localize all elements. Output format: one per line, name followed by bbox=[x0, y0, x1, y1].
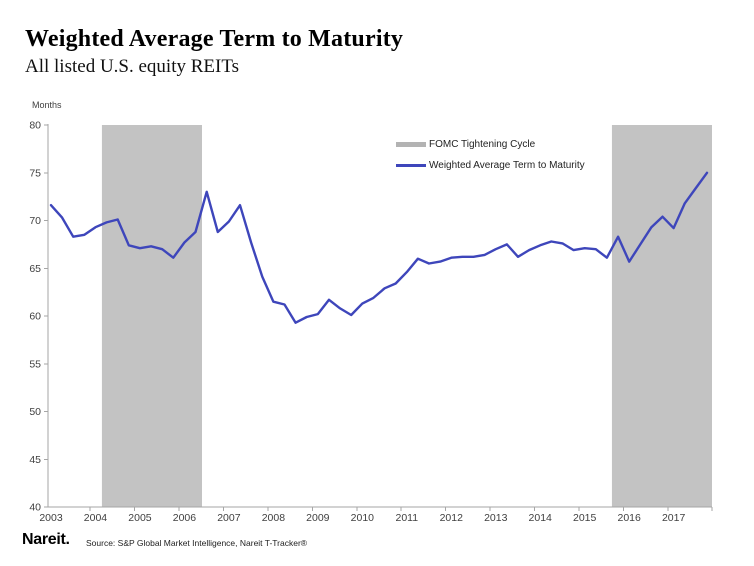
y-tick-label: 40 bbox=[29, 502, 41, 514]
nareit-logo: Nareit. bbox=[22, 531, 70, 548]
x-tick-label: 2017 bbox=[662, 512, 686, 524]
x-tick-label: 2014 bbox=[529, 512, 553, 524]
y-tick-label: 45 bbox=[29, 454, 41, 466]
x-tick-label: 2006 bbox=[173, 512, 197, 524]
x-tick-label: 2005 bbox=[128, 512, 152, 524]
legend-label-wat-maturity: Weighted Average Term to Maturity bbox=[429, 160, 585, 171]
y-tick-label: 50 bbox=[29, 406, 41, 418]
y-tick-label: 80 bbox=[29, 120, 41, 132]
x-tick-label: 2008 bbox=[262, 512, 286, 524]
x-tick-label: 2015 bbox=[573, 512, 597, 524]
legend-item-fomc-cycle: FOMC Tightening Cycle bbox=[396, 139, 585, 150]
y-axis-unit-label: Months bbox=[32, 100, 62, 110]
x-tick-label: 2012 bbox=[440, 512, 464, 524]
legend-label-fomc: FOMC Tightening Cycle bbox=[429, 139, 536, 150]
x-tick-label: 2007 bbox=[217, 512, 241, 524]
x-tick-label: 2011 bbox=[395, 512, 418, 524]
fomc-tightening-band bbox=[101, 125, 202, 507]
y-tick-label: 60 bbox=[29, 311, 41, 323]
chart-subtitle: All listed U.S. equity REITs bbox=[25, 56, 240, 77]
x-tick-label: 2016 bbox=[617, 512, 641, 524]
legend-item-wat-maturity: Weighted Average Term to Maturity bbox=[396, 160, 585, 171]
x-tick-label: 2009 bbox=[306, 512, 330, 524]
chart-legend: FOMC Tightening Cycle Weighted Average T… bbox=[396, 139, 585, 181]
x-tick-label: 2013 bbox=[484, 512, 508, 524]
y-tick-label: 70 bbox=[29, 215, 41, 227]
wat-maturity-line bbox=[49, 171, 709, 324]
x-tick-label: 2010 bbox=[351, 512, 375, 524]
x-tick-label: 2003 bbox=[39, 512, 63, 524]
chart-title: Weighted Average Term to Maturity bbox=[25, 26, 404, 52]
fomc-tightening-band bbox=[611, 125, 712, 507]
y-tick-label: 55 bbox=[29, 358, 41, 370]
y-tick-label: 65 bbox=[29, 263, 41, 275]
source-text: Source: S&P Global Market Intelligence, … bbox=[86, 538, 308, 548]
wat-maturity-line-swatch bbox=[396, 164, 426, 167]
y-tick-label: 75 bbox=[29, 167, 41, 179]
fomc-band-swatch bbox=[396, 142, 426, 147]
x-tick-label: 2004 bbox=[84, 512, 108, 524]
